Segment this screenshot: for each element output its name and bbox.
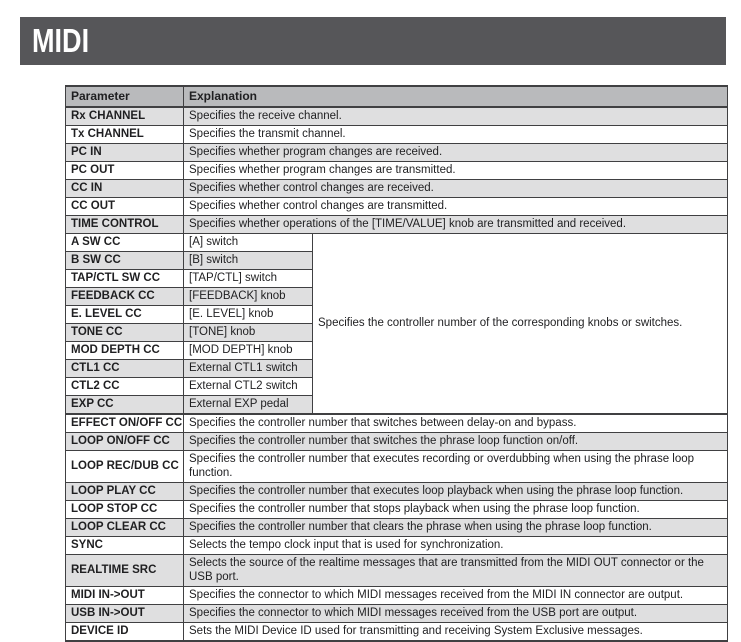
- param-cell: CTL2 CC: [65, 377, 184, 396]
- param-cell: REALTIME SRC: [65, 554, 184, 587]
- control-cell: [TAP/CTL] switch: [183, 269, 313, 288]
- param-cell: LOOP REC/DUB CC: [65, 450, 184, 483]
- control-cell: [MOD DEPTH] knob: [183, 341, 313, 360]
- control-cell: [E. LEVEL] knob: [183, 305, 313, 324]
- table-row: LOOP ON/OFF CC Specifies the controller n…: [65, 432, 728, 451]
- table-row: PC OUT Specifies whether program changes …: [65, 161, 728, 180]
- control-cell: [FEEDBACK] knob: [183, 287, 313, 306]
- explanation-cell: Specifies whether control changes are tr…: [183, 197, 728, 216]
- control-cell: [B] switch: [183, 251, 313, 270]
- param-cell: PC OUT: [65, 161, 184, 180]
- midi-parameter-table: Parameter Explanation Rx CHANNEL Specifie…: [65, 85, 729, 642]
- param-cell: EXP CC: [65, 395, 184, 415]
- explanation-cell: Selects the tempo clock input that is us…: [183, 536, 728, 555]
- param-cell: EFFECT ON/OFF CC: [65, 414, 184, 433]
- explanation-cell: Specifies the connector to which MIDI me…: [183, 604, 728, 623]
- table-row: E. LEVEL CC [E. LEVEL] knob: [65, 305, 728, 324]
- param-cell: Rx CHANNEL: [65, 107, 184, 126]
- param-cell: LOOP ON/OFF CC: [65, 432, 184, 451]
- explanation-cell: Specifies the controller number that exe…: [183, 450, 728, 483]
- param-cell: E. LEVEL CC: [65, 305, 184, 324]
- table-row: SYNC Selects the tempo clock input that i…: [65, 536, 728, 555]
- table-header-row: Parameter Explanation: [65, 86, 728, 108]
- param-cell: B SW CC: [65, 251, 184, 270]
- explanation-cell: Specifies the transmit channel.: [183, 125, 728, 144]
- control-cell: [A] switch: [183, 233, 313, 252]
- explanation-cell: Specifies the receive channel.: [183, 107, 728, 126]
- explanation-cell: Selects the source of the realtime messa…: [183, 554, 728, 587]
- param-cell: SYNC: [65, 536, 184, 555]
- table-row: USB IN->OUT Specifies the connector to wh…: [65, 604, 728, 623]
- table-row: CC IN Specifies whether control changes a…: [65, 179, 728, 198]
- table-row: PC IN Specifies whether program changes a…: [65, 143, 728, 162]
- table-row: TONE CC [TONE] knob: [65, 323, 728, 342]
- control-cell: External CTL2 switch: [183, 377, 313, 396]
- table-row: CC OUT Specifies whether control changes …: [65, 197, 728, 216]
- table-row: CTL1 CC External CTL1 switch: [65, 359, 728, 378]
- section-title: MIDI: [32, 22, 90, 59]
- explanation-cell: Specifies whether program changes are tr…: [183, 161, 728, 180]
- param-cell: TAP/CTL SW CC: [65, 269, 184, 288]
- table-row: LOOP STOP CC Specifies the controller num…: [65, 500, 728, 519]
- table-row: TIME CONTROL Specifies whether operations…: [65, 215, 728, 234]
- explanation-cell: Specifies whether program changes are re…: [183, 143, 728, 162]
- table-row: B SW CC [B] switch: [65, 251, 728, 270]
- table-row: A SW CC [A] switch Specifies the controlle…: [65, 233, 728, 415]
- column-header-parameter: Parameter: [65, 86, 184, 108]
- section-header-bar: MIDI: [20, 17, 726, 65]
- table-row: MOD DEPTH CC [MOD DEPTH] knob: [65, 341, 728, 360]
- control-cell: [TONE] knob: [183, 323, 313, 342]
- explanation-cell: Specifies the controller number that swi…: [183, 414, 728, 433]
- table-body: Rx CHANNEL Specifies the receive channel.…: [65, 107, 728, 641]
- param-cell: LOOP STOP CC: [65, 500, 184, 519]
- cc-group-note-cell: Specifies the controller number of the c…: [312, 233, 728, 415]
- table-row: LOOP PLAY CC Specifies the controller num…: [65, 482, 728, 501]
- param-cell: TONE CC: [65, 323, 184, 342]
- explanation-cell: Specifies the controller number that sto…: [183, 500, 728, 519]
- table-row: CTL2 CC External CTL2 switch: [65, 377, 728, 396]
- table-row: DEVICE ID Sets the MIDI Device ID used fo…: [65, 622, 728, 641]
- param-cell: TIME CONTROL: [65, 215, 184, 234]
- table-row: EFFECT ON/OFF CC Specifies the controller…: [65, 414, 728, 433]
- param-cell: USB IN->OUT: [65, 604, 184, 623]
- param-cell: CC OUT: [65, 197, 184, 216]
- explanation-cell: Specifies the connector to which MIDI me…: [183, 586, 728, 605]
- explanation-cell: Specifies the controller number that cle…: [183, 518, 728, 537]
- table-row: LOOP REC/DUB CC Specifies the controller …: [65, 450, 728, 483]
- table-row: Tx CHANNEL Specifies the transmit channel…: [65, 125, 728, 144]
- column-header-explanation: Explanation: [183, 86, 728, 108]
- explanation-cell: Specifies the controller number that swi…: [183, 432, 728, 451]
- explanation-cell: Specifies whether control changes are re…: [183, 179, 728, 198]
- explanation-cell: Sets the MIDI Device ID used for transmi…: [183, 622, 728, 641]
- table-row: FEEDBACK CC [FEEDBACK] knob: [65, 287, 728, 306]
- param-cell: A SW CC: [65, 233, 184, 252]
- table-row: MIDI IN->OUT Specifies the connector to w…: [65, 586, 728, 605]
- param-cell: MOD DEPTH CC: [65, 341, 184, 360]
- table-row: LOOP CLEAR CC Specifies the controller nu…: [65, 518, 728, 537]
- param-cell: Tx CHANNEL: [65, 125, 184, 144]
- param-cell: LOOP CLEAR CC: [65, 518, 184, 537]
- explanation-cell: Specifies whether operations of the [TIM…: [183, 215, 728, 234]
- param-cell: CTL1 CC: [65, 359, 184, 378]
- param-cell: LOOP PLAY CC: [65, 482, 184, 501]
- control-cell: External CTL1 switch: [183, 359, 313, 378]
- table-row: REALTIME SRC Selects the source of the re…: [65, 554, 728, 587]
- table-row: Rx CHANNEL Specifies the receive channel.: [65, 107, 728, 126]
- param-cell: CC IN: [65, 179, 184, 198]
- param-cell: MIDI IN->OUT: [65, 586, 184, 605]
- table-row: TAP/CTL SW CC [TAP/CTL] switch: [65, 269, 728, 288]
- explanation-cell: Specifies the controller number that exe…: [183, 482, 728, 501]
- table-row: EXP CC External EXP pedal: [65, 395, 728, 415]
- param-cell: DEVICE ID: [65, 622, 184, 641]
- control-cell: External EXP pedal: [183, 395, 313, 415]
- param-cell: FEEDBACK CC: [65, 287, 184, 306]
- param-cell: PC IN: [65, 143, 184, 162]
